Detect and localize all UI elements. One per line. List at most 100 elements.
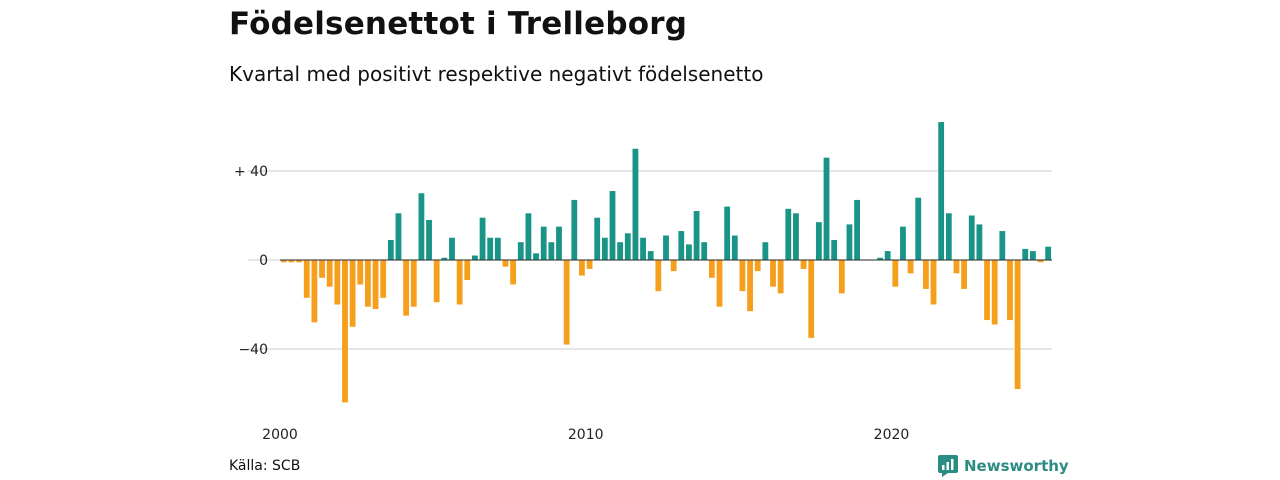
bar bbox=[747, 260, 753, 312]
bar bbox=[387, 239, 394, 260]
bar bbox=[823, 157, 830, 260]
bar bbox=[961, 260, 967, 289]
bar bbox=[380, 260, 387, 298]
bar bbox=[1007, 260, 1013, 321]
bar bbox=[479, 217, 486, 260]
x-tick-label: 2000 bbox=[262, 427, 298, 443]
brand-name: Newsworthy bbox=[964, 457, 1069, 475]
bar bbox=[731, 235, 738, 261]
y-tick-label: + 40 bbox=[234, 164, 268, 180]
bar bbox=[502, 260, 509, 267]
bar bbox=[472, 255, 478, 260]
bar bbox=[762, 242, 769, 260]
bar bbox=[793, 213, 799, 261]
bar bbox=[663, 235, 669, 261]
bar bbox=[678, 231, 685, 260]
bar bbox=[418, 193, 425, 260]
bar bbox=[953, 260, 960, 274]
bar bbox=[601, 237, 608, 260]
bar bbox=[426, 219, 432, 260]
x-tick-label: 2020 bbox=[874, 427, 910, 443]
bar bbox=[533, 253, 539, 260]
bar bbox=[846, 224, 853, 260]
bar bbox=[456, 260, 463, 305]
chart-subtitle: Kvartal med positivt respektive negativt… bbox=[229, 62, 764, 86]
bar bbox=[403, 260, 410, 316]
bar bbox=[907, 260, 914, 274]
bar bbox=[579, 260, 585, 276]
bar bbox=[288, 260, 295, 263]
brand-logo: Newsworthy bbox=[938, 455, 1069, 477]
bar bbox=[334, 260, 341, 305]
bar bbox=[808, 260, 815, 338]
bar bbox=[854, 199, 860, 261]
bar bbox=[571, 199, 578, 261]
bar bbox=[831, 239, 838, 260]
bar bbox=[984, 260, 990, 321]
bar bbox=[976, 224, 983, 260]
bar bbox=[640, 237, 646, 260]
bar bbox=[342, 260, 348, 403]
y-tick-label: −40 bbox=[238, 342, 268, 358]
bar bbox=[586, 260, 593, 269]
bar bbox=[686, 244, 692, 261]
source-note: Källa: SCB bbox=[229, 458, 301, 474]
bar bbox=[915, 197, 922, 260]
bar bbox=[739, 260, 746, 292]
bar bbox=[326, 260, 333, 287]
chart-title: Födelsenettot i Trelleborg bbox=[229, 6, 688, 42]
bar bbox=[770, 260, 776, 287]
bar bbox=[365, 260, 371, 307]
bar bbox=[617, 242, 624, 260]
bar bbox=[1029, 251, 1036, 260]
bar bbox=[655, 260, 662, 292]
bar bbox=[945, 213, 952, 261]
bar bbox=[670, 260, 677, 272]
bar bbox=[785, 208, 792, 260]
bar bbox=[884, 251, 891, 260]
x-tick-label: 2010 bbox=[568, 427, 604, 443]
bar bbox=[900, 226, 906, 261]
bar bbox=[464, 260, 471, 281]
bar bbox=[556, 226, 562, 261]
bar bbox=[938, 122, 945, 260]
bar bbox=[968, 215, 975, 260]
bar bbox=[594, 217, 601, 260]
bar bbox=[525, 213, 532, 261]
bar bbox=[1045, 246, 1052, 260]
bar bbox=[449, 237, 455, 260]
newsworthy-logo-icon bbox=[938, 455, 958, 477]
bar bbox=[1014, 260, 1021, 390]
bar bbox=[609, 191, 616, 260]
bar bbox=[510, 260, 517, 285]
bar bbox=[1037, 260, 1044, 263]
bar bbox=[930, 260, 937, 305]
bar bbox=[701, 242, 708, 260]
bar bbox=[563, 260, 570, 345]
bar bbox=[647, 251, 654, 260]
bar bbox=[410, 260, 417, 307]
y-tick-label: 0 bbox=[259, 253, 268, 269]
bar bbox=[777, 260, 784, 294]
bar bbox=[441, 257, 448, 260]
bar bbox=[357, 260, 364, 285]
bar bbox=[433, 260, 440, 303]
bar bbox=[624, 233, 631, 260]
bar bbox=[540, 226, 547, 261]
bar bbox=[892, 260, 899, 287]
bar bbox=[1022, 248, 1029, 261]
bar bbox=[311, 260, 318, 323]
bar bbox=[877, 257, 883, 260]
bar bbox=[754, 260, 761, 272]
bar bbox=[303, 260, 310, 298]
bar bbox=[632, 148, 639, 260]
bar bbox=[999, 231, 1006, 260]
bar bbox=[517, 242, 524, 260]
bar bbox=[395, 213, 402, 261]
bar bbox=[319, 260, 325, 278]
bar bbox=[800, 260, 807, 269]
bar bbox=[815, 222, 822, 261]
bar bbox=[280, 260, 287, 263]
bar bbox=[724, 206, 731, 260]
